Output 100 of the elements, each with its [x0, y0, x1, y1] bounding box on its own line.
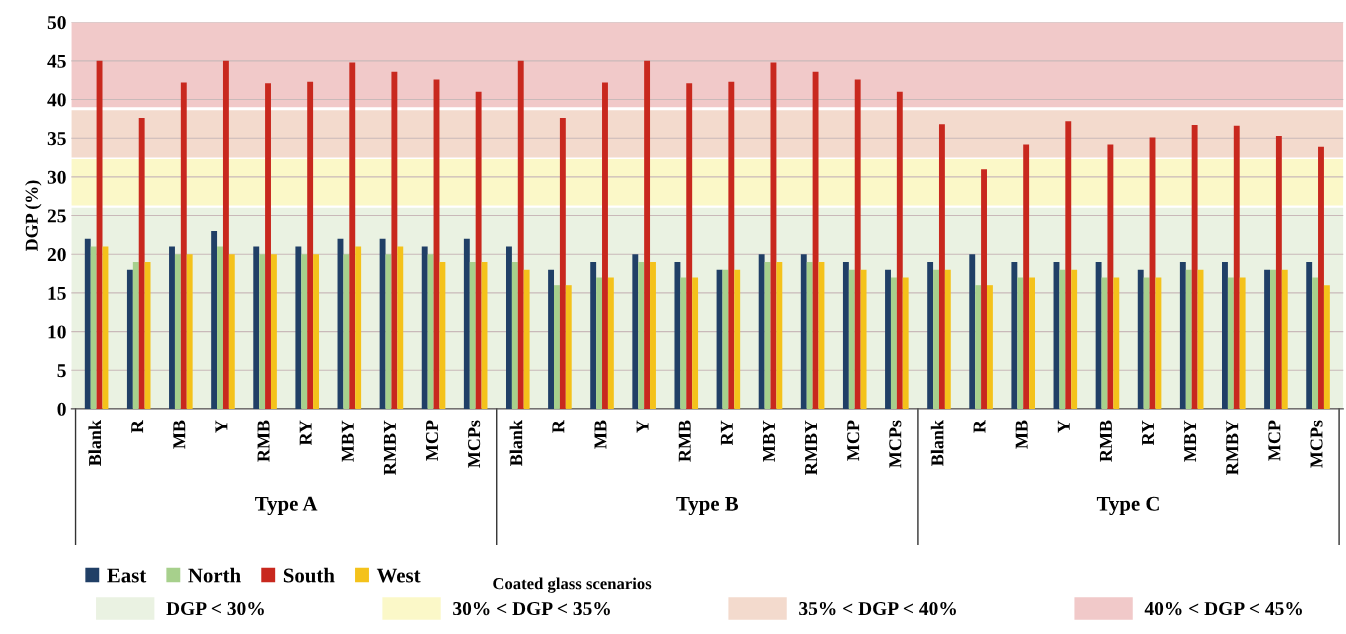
- bar: [138, 118, 145, 409]
- bar: [90, 246, 97, 409]
- legend-label: West: [376, 568, 421, 583]
- bar: [1318, 146, 1324, 409]
- y-tick-label: 30: [47, 170, 66, 184]
- y-tick-label: 5: [57, 364, 66, 378]
- x-tick-label: RMBY: [805, 420, 818, 475]
- x-tick-label: MCPs: [468, 420, 481, 468]
- bar: [1143, 277, 1150, 409]
- bar: [1137, 269, 1144, 409]
- bar: [169, 246, 175, 409]
- x-tick-label: MBY: [763, 420, 775, 462]
- bar: [1264, 269, 1271, 409]
- x-tick-label: Blank: [930, 420, 944, 466]
- bar: [933, 269, 939, 409]
- x-tick-label: RY: [1142, 420, 1154, 446]
- x-tick-label: Blank: [88, 420, 102, 466]
- y-tick-label: 20: [47, 248, 66, 262]
- bar: [1185, 269, 1192, 409]
- y-tick-label: 0: [57, 402, 66, 416]
- bar: [126, 269, 133, 409]
- bar: [1222, 261, 1228, 409]
- bar: [728, 81, 735, 409]
- bar: [144, 261, 151, 409]
- bar: [301, 254, 308, 409]
- bar: [343, 254, 350, 409]
- bar: [896, 91, 903, 409]
- bar: [391, 71, 398, 409]
- bar: [469, 261, 476, 409]
- bar: [1155, 277, 1162, 409]
- bar: [523, 269, 530, 409]
- bar: [938, 124, 945, 409]
- x-tick-label: MBY: [1184, 420, 1197, 462]
- bar: [944, 269, 951, 409]
- x-tick-label: MB: [594, 420, 607, 449]
- bar: [1023, 144, 1030, 409]
- x-tick-label: MCP: [1268, 420, 1281, 461]
- bar: [1029, 277, 1035, 409]
- bar: [722, 269, 729, 409]
- x-tick-label: MCPs: [889, 420, 902, 468]
- bar: [554, 285, 560, 409]
- bar: [969, 254, 976, 409]
- bar: [680, 277, 687, 409]
- bar: [1059, 269, 1066, 409]
- y-tick-label: 40: [47, 93, 66, 107]
- bar: [764, 261, 771, 409]
- bar: [1306, 261, 1313, 409]
- bar: [800, 254, 807, 409]
- y-tick-label: 50: [47, 16, 66, 30]
- x-tick-label: RMB: [257, 420, 270, 462]
- bar: [511, 261, 518, 409]
- bar: [307, 81, 314, 409]
- bar: [1312, 277, 1319, 409]
- bar: [981, 169, 987, 409]
- bar: [517, 60, 524, 409]
- bar: [132, 261, 139, 409]
- bar: [1107, 144, 1114, 409]
- bar: [355, 246, 362, 409]
- bar: [1113, 277, 1120, 409]
- bar: [211, 231, 218, 409]
- bar: [1323, 285, 1330, 409]
- y-tick-label: 35: [47, 132, 66, 146]
- bar: [96, 60, 103, 409]
- bar: [253, 246, 260, 409]
- bar: [259, 254, 266, 409]
- bar: [590, 261, 597, 409]
- legend-label: DGP < 30%: [166, 601, 264, 616]
- bar: [650, 261, 656, 409]
- y-tick-label: 15: [48, 286, 66, 300]
- bar: [692, 277, 699, 409]
- bar: [632, 254, 639, 409]
- x-tick-label: MB: [1015, 420, 1028, 449]
- bar: [506, 246, 512, 409]
- x-tick-label: Y: [215, 420, 228, 433]
- bar: [1011, 261, 1018, 409]
- bar: [475, 91, 482, 409]
- bar: [421, 246, 428, 409]
- bar: [217, 246, 223, 409]
- bar: [734, 269, 741, 409]
- x-tick-label: Y: [636, 420, 649, 433]
- bar: [776, 261, 783, 409]
- x-tick-label: Y: [1057, 420, 1070, 433]
- bar: [1239, 277, 1246, 409]
- bar: [986, 285, 993, 409]
- bar: [885, 269, 891, 409]
- bar: [902, 277, 909, 409]
- bar: [607, 277, 614, 409]
- bar: [349, 62, 356, 409]
- x-tick-label: R: [973, 419, 986, 433]
- x-tick-label: MCP: [847, 420, 860, 461]
- bar: [84, 238, 91, 409]
- text: Coated glass scenarios: [493, 577, 652, 593]
- bar: [1281, 269, 1288, 409]
- bar: [686, 83, 693, 409]
- y-tick-label: 10: [48, 325, 66, 339]
- legend-label: South: [283, 567, 335, 583]
- bar: [842, 261, 849, 409]
- bar: [812, 71, 819, 409]
- x-tick-label: MCPs: [1310, 420, 1323, 468]
- bar: [975, 285, 982, 409]
